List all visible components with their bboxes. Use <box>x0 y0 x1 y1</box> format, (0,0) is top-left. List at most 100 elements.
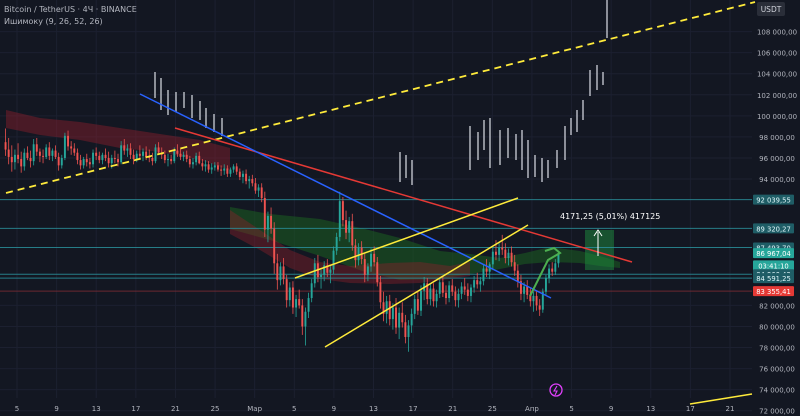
price-tag-label: 86 967,04 <box>756 250 791 258</box>
candle-body <box>129 148 132 155</box>
candle-body <box>188 159 191 165</box>
currency-badge[interactable]: USDT <box>757 2 785 16</box>
projection-arrow-head <box>593 229 603 237</box>
candle-body <box>460 286 463 294</box>
grid <box>0 0 752 412</box>
drawings <box>5 1 756 405</box>
candle-body <box>238 171 241 177</box>
candle-body <box>551 268 554 272</box>
candle-body <box>226 168 229 174</box>
candle-body <box>504 249 507 259</box>
candle-body <box>235 166 238 172</box>
x-tick-label: 5 <box>569 405 573 413</box>
candle-body <box>357 247 360 261</box>
x-tick-label: 9 <box>332 405 336 413</box>
candle-body <box>510 252 513 263</box>
candle-body <box>291 287 294 308</box>
x-tick-label: 17 <box>131 405 140 413</box>
candle-body <box>310 283 313 299</box>
candle-body <box>35 144 38 152</box>
candle-body <box>23 152 26 167</box>
candle-body <box>370 253 372 267</box>
candle-body <box>270 215 273 229</box>
candle-body <box>213 165 216 168</box>
candle-body <box>338 201 341 237</box>
candle-body <box>260 187 263 198</box>
candle-body <box>466 289 469 296</box>
yellow-channel-lower <box>324 224 529 348</box>
candle-body <box>98 155 101 161</box>
candle-body <box>48 147 51 156</box>
candle-body <box>351 221 354 246</box>
candle-body <box>494 251 497 255</box>
candle-body <box>126 148 129 151</box>
candle-body <box>201 163 204 167</box>
x-tick-label: 21 <box>726 405 735 413</box>
price-tag-bg <box>753 248 794 259</box>
candle-body <box>29 157 32 162</box>
candle-body <box>104 154 107 158</box>
candle-body <box>501 247 504 250</box>
candle-body <box>376 262 379 283</box>
indicator-legend[interactable]: Ишимоку (9, 26, 52, 26) <box>4 17 103 26</box>
candle-body <box>67 135 70 147</box>
dashed-trendline <box>5 1 756 194</box>
flash-icon-bolt <box>553 385 558 396</box>
candle-body <box>138 153 141 156</box>
candle-body <box>95 152 98 156</box>
candle-body <box>366 266 369 275</box>
candle-body <box>4 142 7 150</box>
price-axis[interactable]: 72 000,00 74 000,00 76 000,00 78 000,00 80 0… <box>757 29 797 416</box>
candle-body <box>523 286 526 294</box>
x-tick-label: 25 <box>211 405 220 413</box>
ichimoku-cloud <box>6 110 620 284</box>
candle-body <box>516 270 519 282</box>
candle-body <box>173 150 176 162</box>
candle-body <box>76 152 79 161</box>
candle-body <box>535 295 538 306</box>
price-tag-label: 92 039,55 <box>756 197 791 205</box>
candle-body <box>554 263 557 272</box>
candle-body <box>323 265 326 275</box>
candle-body <box>245 173 248 182</box>
candle-body <box>363 259 366 275</box>
candle-body <box>57 156 60 166</box>
candle-body <box>10 156 13 163</box>
candle-body <box>463 286 466 290</box>
y-tick-label: 72 000,00 <box>759 408 795 416</box>
candle-body <box>220 169 223 171</box>
candle-body <box>192 162 194 165</box>
candle-body <box>229 169 232 174</box>
y-tick-label: 80 000,00 <box>759 323 795 331</box>
y-tick-label: 74 000,00 <box>759 387 795 395</box>
candle-body <box>145 151 148 157</box>
candle-body <box>79 160 82 166</box>
x-tick-label: 13 <box>369 405 378 413</box>
y-tick-label: 104 000,00 <box>757 71 797 79</box>
candle-body <box>251 179 254 184</box>
flash-icon[interactable] <box>549 383 563 397</box>
yellow-channel-upper <box>294 197 519 279</box>
symbol-title[interactable]: Bitcoin / TetherUS · 4Ч · BINANCE <box>4 5 137 14</box>
candle-body <box>132 154 135 160</box>
candle-body <box>82 159 85 166</box>
candle-body <box>320 274 323 277</box>
candle-body <box>470 287 472 296</box>
candle-body <box>432 288 435 302</box>
range-annotation: 4171,25 (5,01%) 417125 <box>560 212 660 221</box>
candle-body <box>232 166 235 170</box>
price-tag-bg <box>753 260 794 271</box>
candle-body <box>148 156 151 158</box>
candle-body <box>507 252 510 259</box>
candle-body <box>7 149 10 157</box>
candle-body <box>254 183 257 191</box>
time-axis[interactable]: 5 9 13 17 21 25 Мар 5 9 13 17 21 25 Апр 5 9 13 17 21 <box>15 405 735 413</box>
candle-body <box>476 280 479 285</box>
price-tag-bg <box>753 286 794 297</box>
candle-body <box>92 152 94 165</box>
candle-body <box>195 155 198 163</box>
candle-body <box>360 247 363 260</box>
y-tick-label: 78 000,00 <box>759 345 795 353</box>
